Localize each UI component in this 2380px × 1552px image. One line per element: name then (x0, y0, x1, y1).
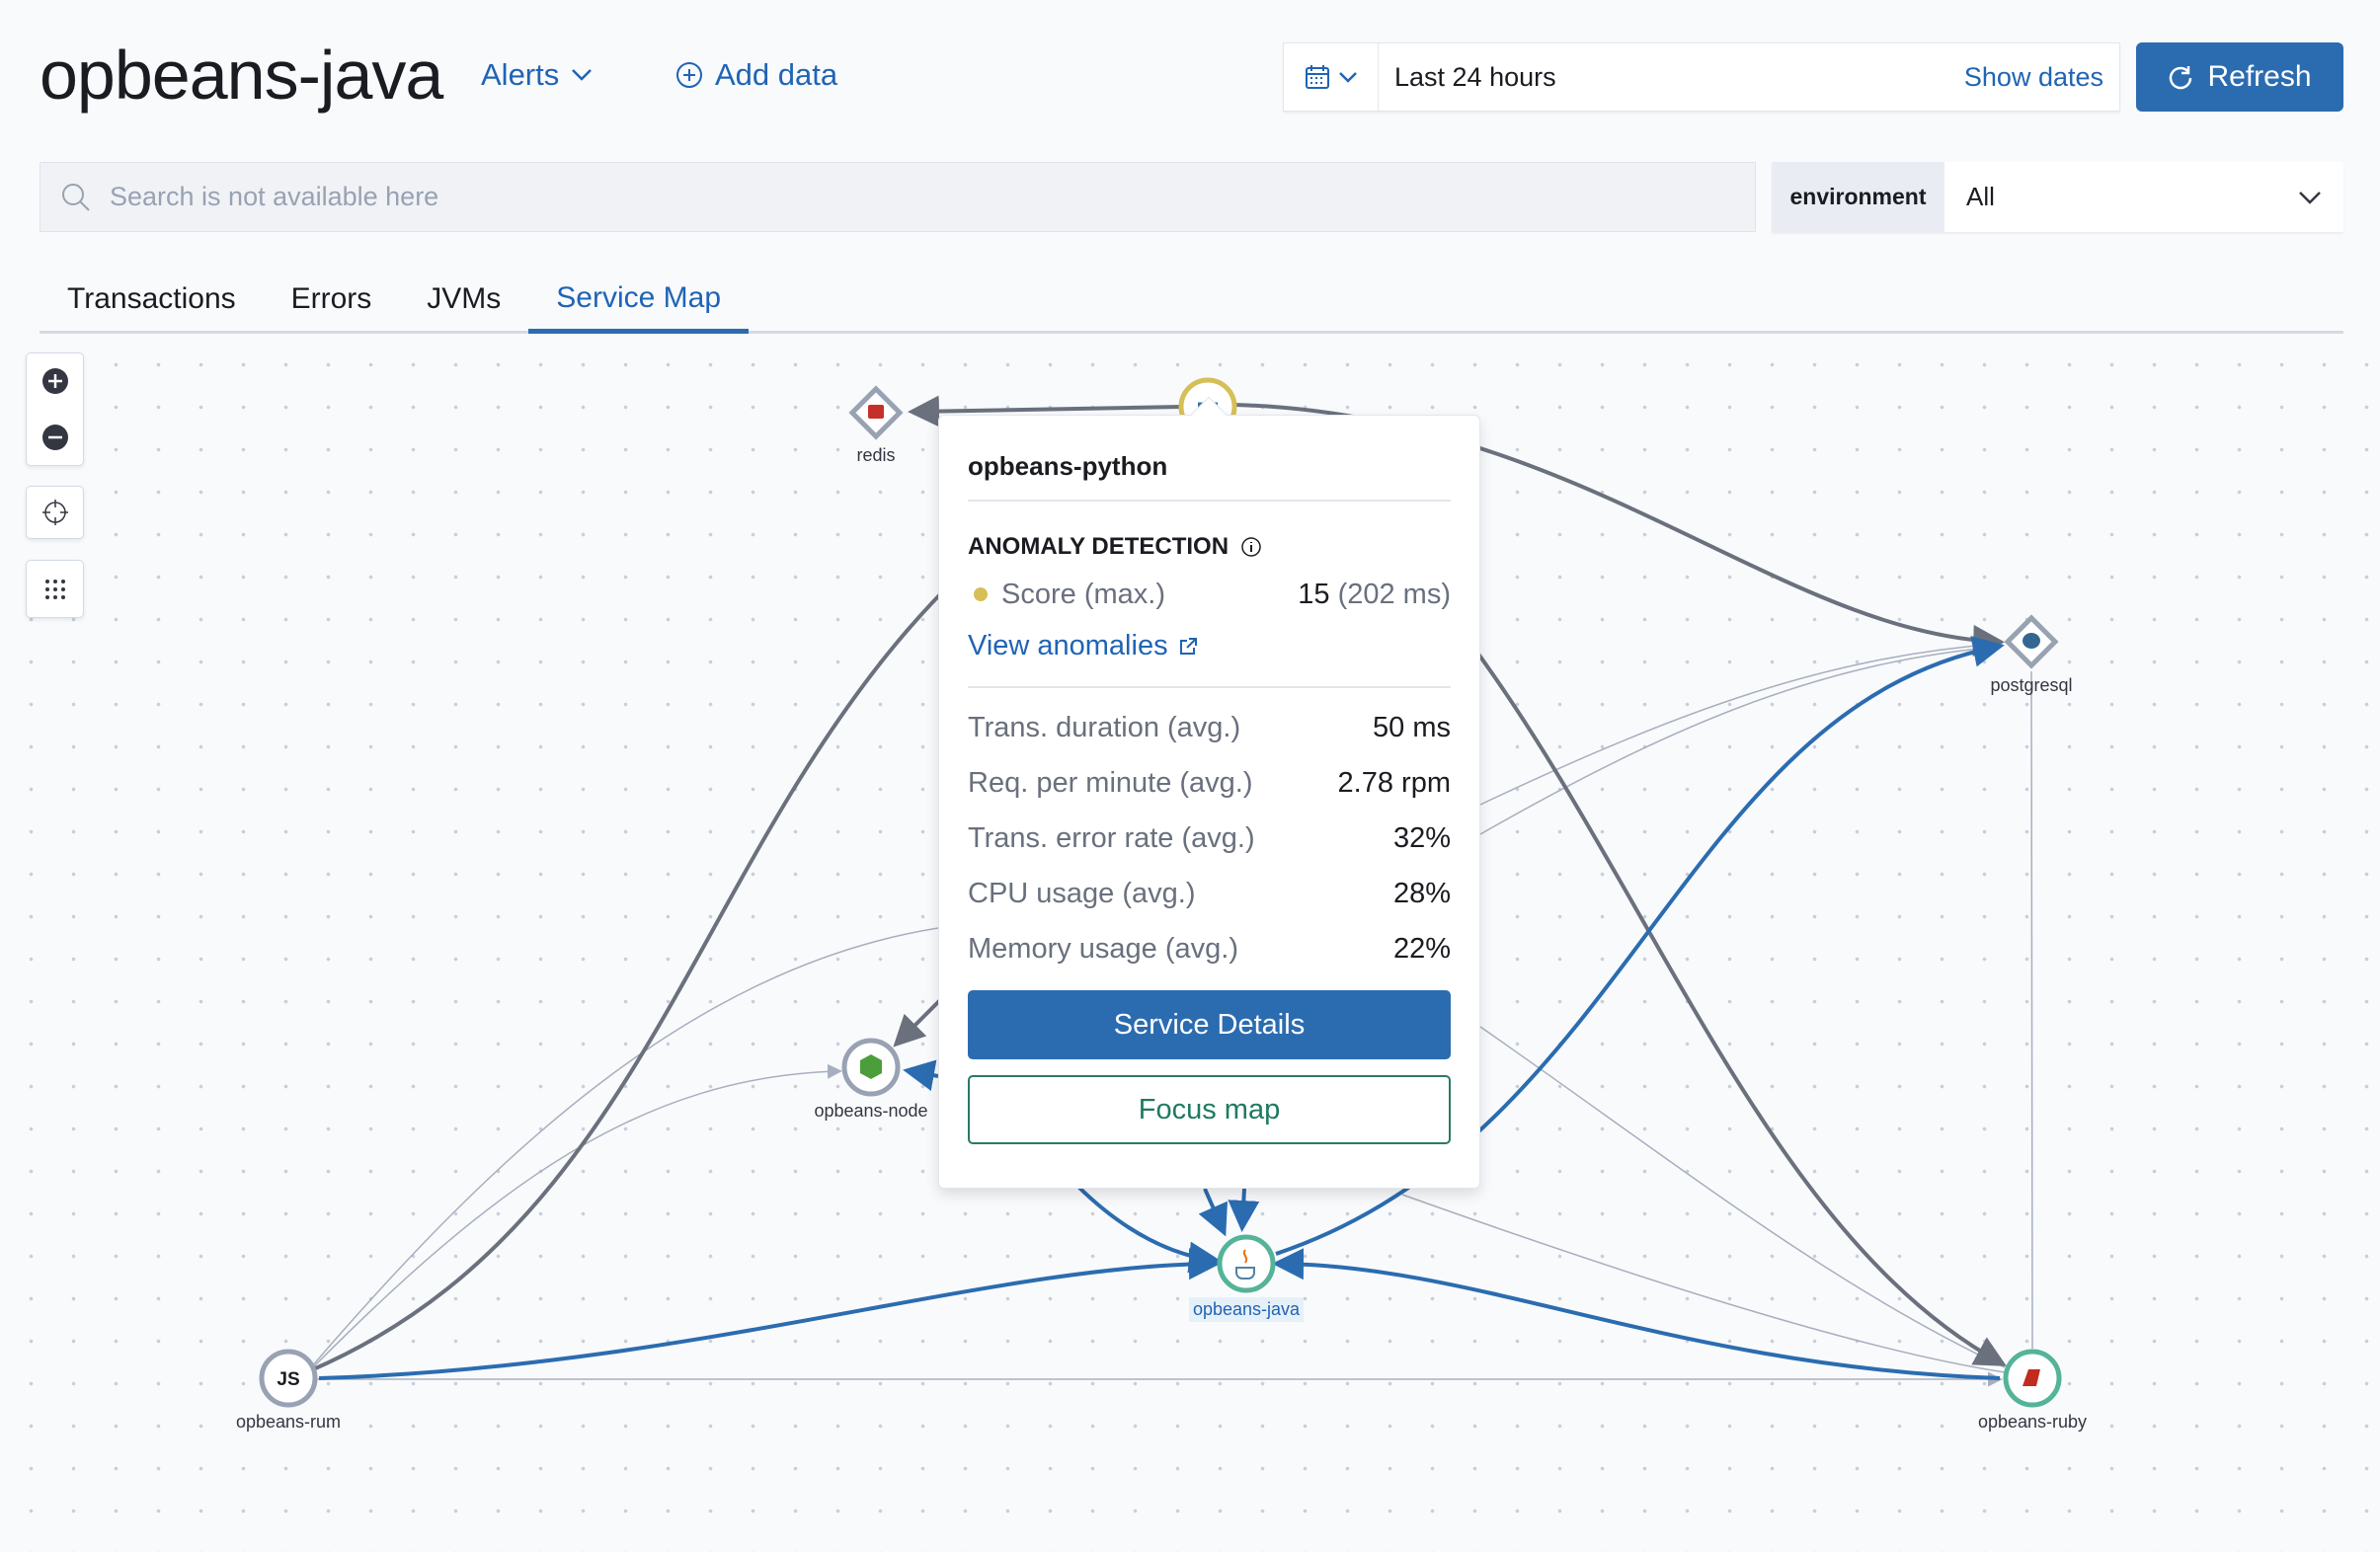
service-details-button[interactable]: Service Details (968, 990, 1451, 1059)
js-icon: JS (277, 1369, 299, 1390)
service-popover: opbeans-python ANOMALY DETECTION Score (… (938, 415, 1480, 1189)
tab-errors[interactable]: Errors (290, 281, 372, 315)
edge-rum-node-2 (310, 927, 939, 1368)
add-data-label: Add data (715, 57, 838, 92)
grid-icon (44, 579, 65, 599)
edge-popover-ruby (1479, 1026, 2006, 1368)
center-map-button[interactable] (26, 486, 84, 539)
external-link-icon (1179, 637, 1197, 655)
node-label-opbeans-java: opbeans-java (1188, 1297, 1305, 1322)
popover-service-name: opbeans-python (968, 451, 1451, 502)
node-opbeans-java[interactable] (1217, 1234, 1276, 1293)
metric-row: Trans. duration (avg.) 50 ms (968, 700, 1451, 755)
anomaly-heading: ANOMALY DETECTION (968, 533, 1451, 561)
anomaly-severity-dot (974, 587, 988, 601)
focus-map-button[interactable]: Focus map (968, 1075, 1451, 1144)
environment-select[interactable]: environment All (1772, 162, 2343, 232)
chevron-down-icon (572, 69, 593, 81)
metric-row: Memory usage (avg.) 22% (968, 921, 1451, 976)
quick-select-button[interactable] (1284, 43, 1379, 111)
edge-ruby-java (1272, 1248, 2001, 1380)
nodejs-icon (860, 1054, 882, 1079)
date-picker: Last 24 hours Show dates (1283, 42, 2120, 112)
zoom-controls (26, 352, 84, 466)
view-anomalies-label: View anomalies (968, 630, 1168, 661)
node-opbeans-node[interactable] (841, 1038, 901, 1097)
edge-popover-postgresql (1479, 637, 2003, 806)
node-label-opbeans-ruby: opbeans-ruby (1977, 1412, 2088, 1432)
score-detail: (202 ms) (1337, 578, 1451, 610)
edge-python-redis (908, 395, 1182, 427)
anomaly-score-row: Score (max.) 15 (202 ms) (968, 567, 1451, 622)
node-label-redis: redis (856, 445, 896, 465)
score-value: 15 (1298, 578, 1330, 610)
plus-circle-icon (676, 62, 702, 88)
metric-label: Trans. error rate (avg.) (968, 821, 1255, 854)
date-range-value[interactable]: Last 24 hours (1394, 61, 1556, 92)
edge-java-node (903, 1059, 939, 1091)
refresh-label: Refresh (2207, 60, 2312, 93)
metric-label: Trans. duration (avg.) (968, 711, 1241, 743)
redis-icon (868, 405, 884, 419)
show-dates-link[interactable]: Show dates (1963, 61, 2103, 92)
node-label-opbeans-rum: opbeans-rum (235, 1412, 342, 1432)
tab-transactions[interactable]: Transactions (67, 281, 236, 315)
search-input[interactable]: Search is not available here (40, 162, 1756, 232)
metric-value: 28% (1392, 877, 1451, 909)
node-opbeans-ruby[interactable] (2003, 1349, 2062, 1408)
node-label-opbeans-node: opbeans-node (814, 1101, 928, 1121)
score-label: Score (max.) (1001, 578, 1165, 610)
metric-value: 22% (1392, 932, 1451, 965)
crosshair-icon (41, 500, 68, 525)
metric-row: CPU usage (avg.) 28% (968, 866, 1451, 921)
tab-service-map[interactable]: Service Map (528, 267, 750, 334)
refresh-button[interactable]: Refresh (2136, 42, 2343, 112)
node-postgresql[interactable] (2004, 614, 2059, 669)
zoom-out-icon[interactable] (40, 423, 70, 452)
node-redis[interactable] (848, 385, 904, 440)
edge-python-java-2 (1228, 1188, 1260, 1232)
node-label-postgresql: postgresql (1990, 675, 2073, 695)
info-icon[interactable] (1240, 536, 1262, 558)
environment-dropdown[interactable]: All (1944, 162, 2343, 232)
view-full-map-button[interactable] (26, 560, 84, 618)
node-opbeans-rum[interactable]: JS (259, 1349, 318, 1408)
java-icon (1235, 1267, 1255, 1280)
postgresql-icon (2023, 633, 2040, 649)
edge-python-java-1 (1198, 1188, 1229, 1237)
ruby-icon (2023, 1369, 2040, 1386)
edge-rum-node (307, 1063, 842, 1373)
search-placeholder: Search is not available here (110, 182, 439, 211)
tab-jvms[interactable]: JVMs (427, 281, 502, 315)
environment-value: All (1966, 182, 1995, 211)
anomaly-heading-text: ANOMALY DETECTION (968, 533, 1230, 560)
metric-label: Memory usage (avg.) (968, 932, 1238, 965)
edge-rum-java (318, 1248, 1221, 1380)
chevron-down-icon (2299, 191, 2321, 204)
edge-node-java (1074, 1183, 1221, 1274)
chevron-down-icon (1338, 72, 1357, 83)
metric-label: Req. per minute (avg.) (968, 766, 1253, 799)
search-icon (62, 183, 90, 211)
alerts-menu-button[interactable]: Alerts (481, 57, 593, 93)
tab-bar: Transactions Errors JVMs Service Map (40, 267, 2343, 334)
calendar-icon (1305, 65, 1329, 89)
edge-popover-postgresql-2 (1479, 646, 2001, 835)
view-anomalies-link[interactable]: View anomalies (968, 630, 1451, 688)
add-data-link[interactable]: Add data (675, 57, 837, 93)
refresh-icon (2170, 66, 2192, 90)
metric-row: Trans. error rate (avg.) 32% (968, 811, 1451, 866)
metric-label: CPU usage (avg.) (968, 877, 1196, 909)
edge-postgresql-ruby (2030, 670, 2033, 1350)
alerts-label: Alerts (481, 57, 560, 92)
metric-value: 2.78 rpm (1337, 766, 1451, 799)
zoom-in-icon[interactable] (40, 366, 70, 396)
edge-java-ruby-thin (1401, 1194, 2006, 1373)
metric-value: 50 ms (1373, 711, 1451, 743)
metric-value: 32% (1392, 821, 1451, 854)
metric-row: Req. per minute (avg.) 2.78 rpm (968, 755, 1451, 811)
environment-label: environment (1772, 162, 1944, 232)
page-title: opbeans-java (40, 37, 443, 114)
